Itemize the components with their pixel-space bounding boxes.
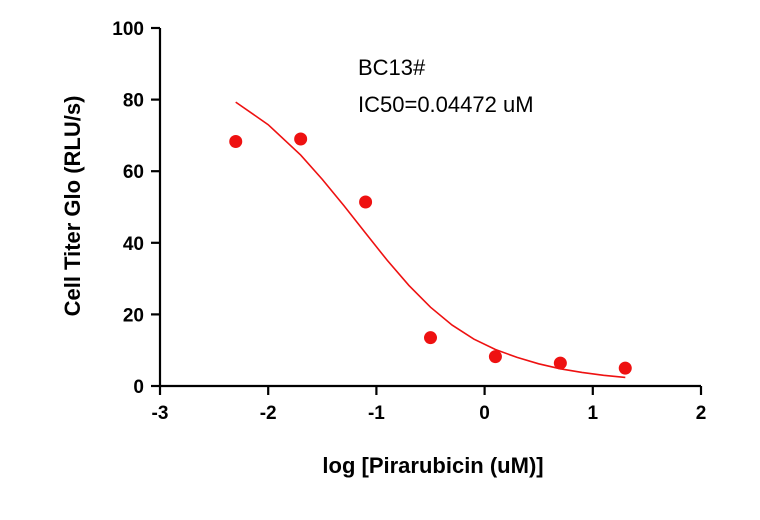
x-tick-label: -1 <box>368 403 385 424</box>
fit-curve-layer <box>235 101 626 379</box>
x-tick-label: -3 <box>152 403 169 424</box>
x-axis: -3 -2 -1 0 1 2 <box>152 384 707 424</box>
x-tick-label: 0 <box>479 403 490 424</box>
annotation-ic50-label: IC50=0.04472 uM <box>358 92 534 117</box>
y-tick-label: 100 <box>112 19 144 40</box>
x-tick-label: 2 <box>696 403 707 424</box>
data-point <box>553 356 567 370</box>
data-point <box>294 132 308 146</box>
data-point <box>424 331 437 345</box>
data-point <box>229 134 243 148</box>
data-point <box>618 361 632 375</box>
x-axis-title: log [Pirarubicin (uM)] <box>322 453 543 478</box>
y-tick-label: 0 <box>133 377 144 398</box>
data-point <box>488 350 502 364</box>
y-tick-label: 20 <box>123 305 144 326</box>
fit-curve-line <box>235 101 626 379</box>
x-tick-label: 1 <box>588 403 599 424</box>
x-tick-label: -2 <box>260 403 277 424</box>
y-tick-label: 80 <box>123 91 144 112</box>
data-points-layer <box>229 132 632 375</box>
y-tick-label: 60 <box>123 162 144 183</box>
annotation-sample-label: BC13# <box>358 55 426 80</box>
y-axis: 0 20 40 60 80 100 <box>112 19 162 398</box>
data-point <box>359 195 373 209</box>
y-axis-title: Cell Titer Glo (RLU/s) <box>60 96 85 317</box>
y-tick-label: 40 <box>123 234 144 255</box>
